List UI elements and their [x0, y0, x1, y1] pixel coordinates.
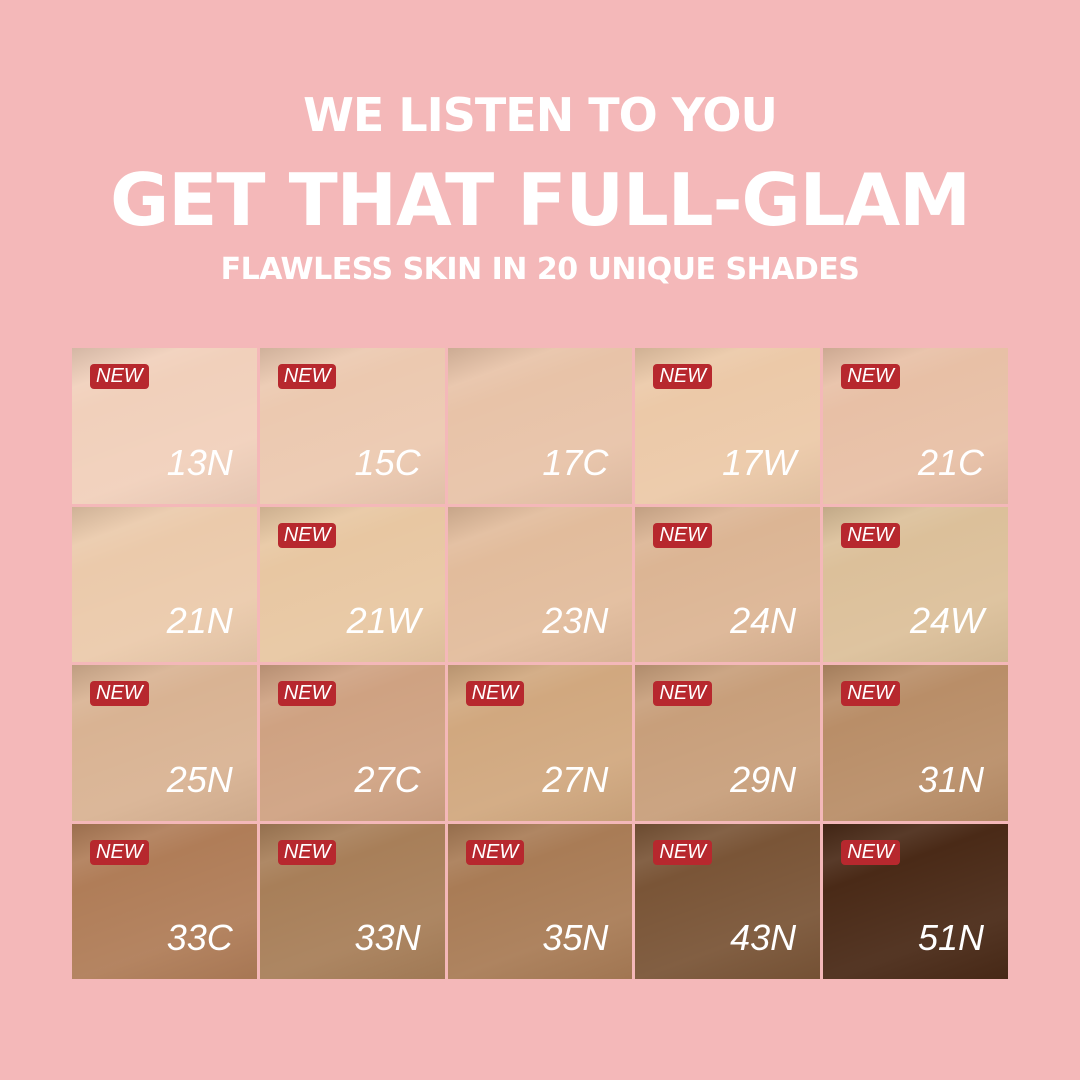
headline-main: GET THAT FULL-GLAM [110, 158, 971, 242]
shade-swatch-23N: 23N [447, 506, 633, 662]
new-badge: NEW [277, 839, 337, 865]
new-badge: NEW [653, 364, 713, 389]
new-badge: NEW [277, 522, 337, 548]
shade-swatch-17W: NEW 17W [635, 348, 821, 504]
shade-code: 24W [909, 600, 984, 641]
new-badge: NEW [653, 839, 713, 865]
new-badge: NEW [90, 364, 149, 389]
new-badge: NEW [90, 681, 149, 706]
shade-swatch-31N: NEW 31N [823, 665, 1008, 821]
shade-swatch-21W: NEW 21W [259, 506, 445, 662]
shade-swatch-27C: NEW 27C [259, 665, 445, 821]
shade-code: 31N [917, 758, 984, 800]
shade-swatch-13N: NEW 13N [72, 348, 257, 504]
shade-swatch-27N: NEW 27N [447, 665, 633, 821]
shade-swatch-51N: NEW 51N [823, 823, 1008, 979]
new-badge: NEW [90, 839, 149, 865]
new-badge: NEW [841, 522, 900, 548]
shade-swatch-33C: NEW 33C [72, 823, 257, 979]
new-badge: NEW [653, 681, 713, 706]
new-badge: NEW [465, 839, 525, 865]
new-badge: NEW [841, 681, 900, 706]
shade-code: 23N [542, 600, 609, 641]
shade-swatch-35N: NEW 35N [447, 823, 633, 979]
shade-code: 15C [354, 441, 421, 483]
shade-swatch-17C: 17C [447, 348, 633, 504]
shade-code: 29N [730, 758, 797, 800]
new-badge: NEW [277, 681, 337, 706]
shade-swatch-43N: NEW 43N [635, 823, 821, 979]
shade-code: 35N [542, 917, 609, 958]
shade-swatch-21N: 21N [72, 506, 257, 662]
new-badge: NEW [465, 681, 525, 706]
shade-swatch-24W: NEW 24W [823, 506, 1008, 662]
shade-code: 21C [917, 441, 984, 483]
new-badge: NEW [653, 522, 713, 548]
shade-code: 21W [346, 600, 421, 641]
shade-code: 17C [542, 441, 609, 483]
shade-swatch-33N: NEW 33N [259, 823, 445, 979]
shade-code: 43N [730, 917, 797, 958]
new-badge: NEW [841, 364, 900, 389]
shade-code: 27N [542, 758, 609, 800]
shade-code: 33N [354, 917, 421, 958]
shade-swatch-25N: NEW 25N [72, 665, 257, 821]
shade-code: 25N [166, 758, 233, 800]
shade-swatch-24N: NEW 24N [635, 506, 821, 662]
new-badge: NEW [841, 839, 900, 865]
shade-code: 21N [166, 600, 233, 641]
new-badge: NEW [277, 364, 337, 389]
shade-code: 13N [166, 441, 233, 483]
shade-code: 27C [354, 758, 421, 800]
shade-code: 17W [722, 441, 797, 483]
shade-swatch-21C: NEW 21C [823, 348, 1008, 504]
shade-code: 51N [917, 917, 984, 958]
headline-top: WE LISTEN TO YOU [303, 88, 778, 142]
shade-swatch-15C: NEW 15C [259, 348, 445, 504]
subheadline: FLAWLESS SKIN IN 20 UNIQUE SHADES [220, 252, 860, 287]
shade-grid: NEW 13N NEW 15C 17C NEW 17W NEW 21C 21N NEW 21W 23N N… [72, 348, 1008, 979]
shade-code: 24N [730, 600, 797, 641]
shade-swatch-29N: NEW 29N [635, 665, 821, 821]
shade-code: 33C [166, 917, 233, 958]
